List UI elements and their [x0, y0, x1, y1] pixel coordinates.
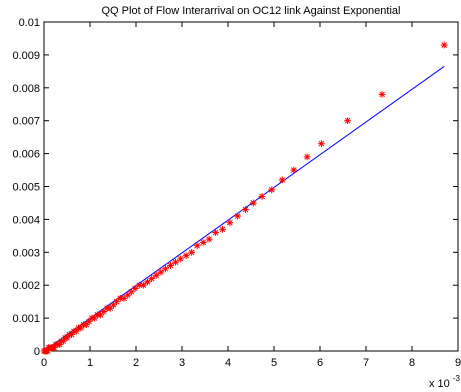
data-point-asterisk [249, 199, 257, 207]
y-tick-label: 0.006 [12, 149, 40, 161]
data-point-asterisk [182, 252, 190, 259]
data-point-asterisk [152, 271, 160, 279]
data-point-asterisk [278, 176, 286, 184]
x-tick-label: 7 [363, 357, 369, 369]
y-tick-label: 0.005 [12, 182, 40, 194]
y-tick-label: 0.001 [12, 313, 40, 325]
plot-area-frame [43, 21, 459, 352]
data-point-asterisk [378, 90, 386, 98]
data-point-asterisk [226, 219, 234, 227]
y-tick-label: 0.009 [12, 50, 40, 62]
x-tick-label: 8 [409, 357, 415, 369]
data-point-asterisk [177, 255, 185, 263]
x-axis-multiplier-exponent: -3 [453, 374, 461, 383]
data-point-asterisk [167, 262, 174, 269]
data-point-asterisk [157, 268, 165, 276]
x-axis-multiplier-base: x 10 [429, 378, 450, 390]
data-point-asterisk [317, 140, 325, 148]
y-tick-label: 0 [34, 346, 40, 358]
x-tick-label: 5 [271, 357, 277, 369]
y-tick-label: 0.003 [12, 247, 40, 259]
chart-title: QQ Plot of Flow Interarrival on OC12 lin… [102, 5, 401, 17]
x-tick-label: 3 [179, 357, 185, 369]
x-axis-multiplier-label: x 10 -3 [429, 374, 461, 390]
data-point-asterisk [258, 192, 266, 200]
data-point-asterisk [188, 248, 196, 256]
data-point-asterisk [290, 166, 298, 174]
data-point-asterisk [303, 153, 311, 161]
x-tick-label: 0 [41, 357, 47, 369]
data-point-asterisk [131, 285, 139, 292]
y-axis: 0 0.001 0.002 0.003 0.004 0.005 0.006 0.007 0.00… [12, 17, 458, 358]
data-point-asterisk [144, 278, 151, 286]
x-tick-label: 4 [225, 357, 231, 369]
x-axis: 0 1 2 3 4 5 6 7 8 9 [41, 22, 461, 369]
x-tick-label: 9 [455, 357, 461, 369]
data-point-asterisk [205, 235, 213, 243]
y-tick-label: 0.007 [12, 116, 40, 128]
y-tick-label: 0.01 [19, 17, 40, 29]
data-point-asterisk [219, 225, 226, 233]
plot-series [40, 41, 448, 355]
data-point-asterisk [440, 41, 448, 49]
data-point-asterisk [234, 212, 242, 220]
y-tick-label: 0.002 [12, 280, 40, 292]
data-point-asterisk [199, 239, 207, 246]
data-point-asterisk [172, 258, 179, 266]
data-point-asterisk [193, 242, 201, 250]
y-tick-label: 0.004 [12, 214, 40, 226]
data-point-asterisk [212, 229, 219, 236]
data-point-asterisk [268, 186, 276, 194]
x-tick-label: 6 [317, 357, 323, 369]
data-point-asterisk [344, 117, 351, 125]
data-point-asterisk [63, 334, 71, 342]
data-point-asterisk [242, 206, 249, 213]
x-tick-label: 1 [87, 357, 93, 369]
data-point-asterisk [139, 281, 147, 289]
x-tick-label: 2 [133, 357, 139, 369]
data-point-asterisk [148, 275, 156, 283]
data-point-asterisk [162, 265, 169, 273]
y-tick-label: 0.008 [12, 83, 40, 95]
